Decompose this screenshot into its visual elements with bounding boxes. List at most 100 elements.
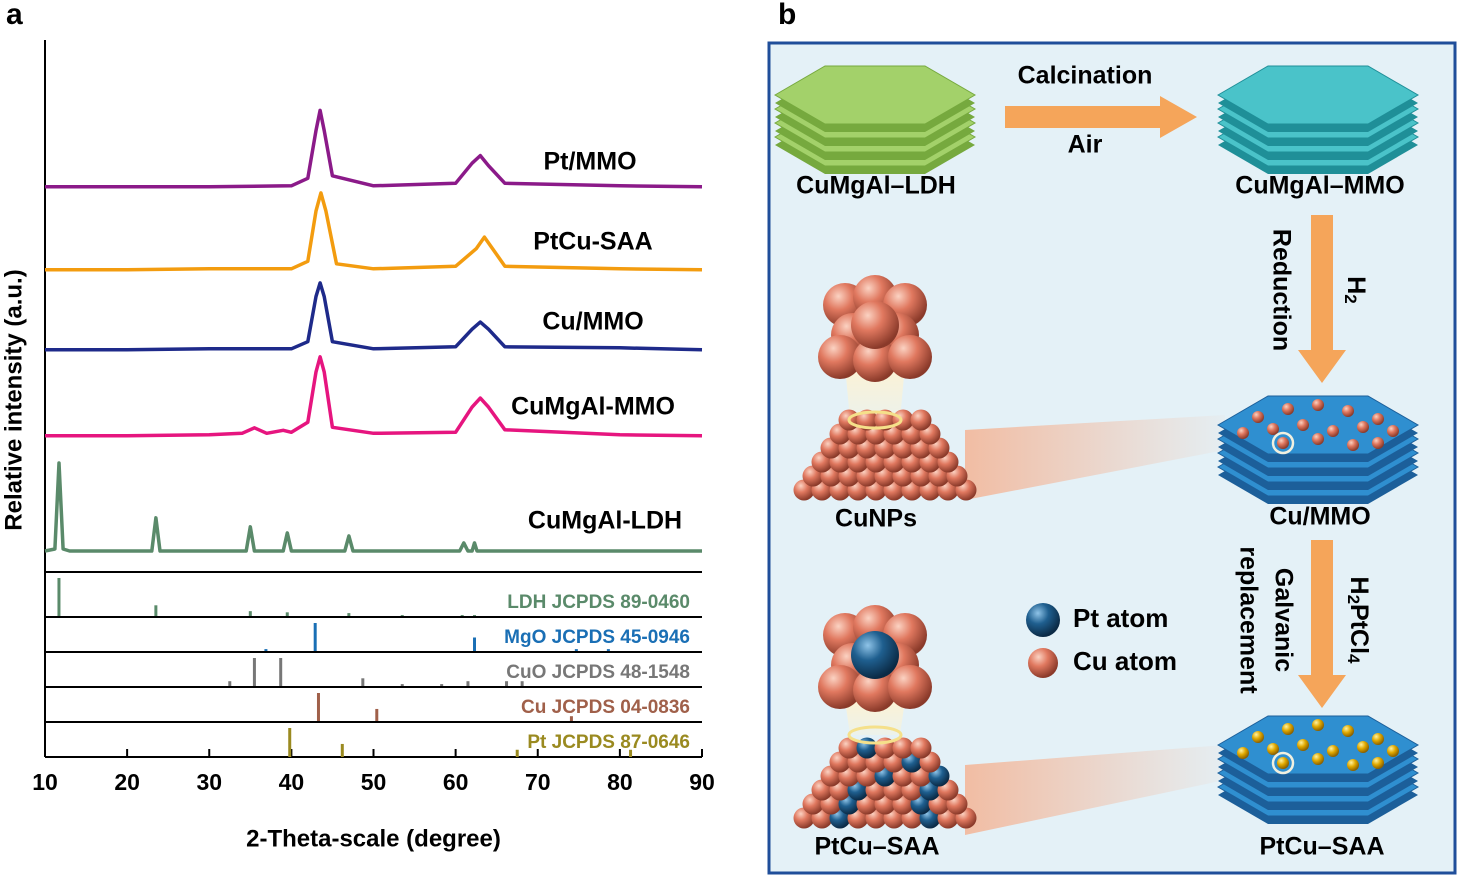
atom bbox=[910, 409, 932, 431]
surface-atom bbox=[1387, 425, 1399, 437]
x-tick-label: 90 bbox=[689, 769, 715, 795]
material-label: CuMgAl–LDH bbox=[796, 172, 956, 200]
material-label: PtCu–SAA bbox=[1259, 833, 1384, 861]
surface-atom bbox=[1327, 745, 1339, 757]
surface-atom bbox=[1347, 759, 1359, 771]
x-tick-label: 30 bbox=[196, 769, 222, 795]
layer-top bbox=[774, 65, 976, 125]
surface-atom bbox=[1342, 725, 1354, 737]
text-part: 4 bbox=[1344, 654, 1363, 664]
legend-label: Pt atom bbox=[1073, 603, 1168, 633]
series-label: Pt/MMO bbox=[543, 148, 636, 176]
surface-atom bbox=[1252, 411, 1264, 423]
surface-atom bbox=[1297, 419, 1309, 431]
series-label: CuMgAl-MMO bbox=[511, 393, 675, 421]
series-label: CuMgAl-LDH bbox=[528, 507, 682, 535]
atom bbox=[853, 338, 897, 382]
series-label: PtCu-SAA bbox=[533, 228, 652, 256]
step-label: H2 bbox=[1341, 276, 1371, 304]
surface-atom bbox=[1252, 731, 1264, 743]
surface-atom bbox=[1312, 433, 1324, 445]
material-label: CuNPs bbox=[835, 505, 917, 533]
material-label: Cu/MMO bbox=[1269, 503, 1370, 531]
surface-atom bbox=[1267, 423, 1279, 435]
surface-atom bbox=[1267, 743, 1279, 755]
surface-atom bbox=[1282, 403, 1294, 415]
layer-top bbox=[1217, 65, 1419, 125]
atom bbox=[851, 631, 899, 679]
surface-atom bbox=[1372, 413, 1384, 425]
surface-atom bbox=[1277, 757, 1289, 769]
surface-atom bbox=[1357, 741, 1369, 753]
surface-atom bbox=[1312, 399, 1324, 411]
x-axis-title: 2-Theta-scale (degree) bbox=[246, 825, 501, 852]
surface-atom bbox=[1237, 427, 1249, 439]
light-cone bbox=[845, 700, 905, 735]
reference-label: CuO JCPDS 48-1548 bbox=[506, 662, 690, 683]
light-beam bbox=[965, 415, 1225, 500]
x-tick-label: 10 bbox=[32, 769, 58, 795]
text-part: H bbox=[1345, 577, 1373, 595]
layer-top bbox=[1217, 395, 1419, 455]
x-tick-label: 20 bbox=[114, 769, 140, 795]
surface-atom bbox=[1372, 437, 1384, 449]
atom bbox=[910, 737, 932, 759]
panel-label: a bbox=[6, 0, 23, 31]
atom bbox=[888, 665, 932, 709]
scheme: Pt atom Cu atom Calcination Air CuMgAl–L… bbox=[767, 41, 1457, 875]
atom bbox=[888, 335, 932, 379]
atom bbox=[851, 301, 899, 349]
surface-atom bbox=[1387, 745, 1399, 757]
xrd-line bbox=[44, 461, 702, 553]
y-axis-title: Relative intensity (a.u.) bbox=[0, 269, 27, 530]
surface-atom bbox=[1327, 425, 1339, 437]
step-label: Calcination bbox=[1018, 62, 1153, 90]
surface-atom bbox=[1372, 733, 1384, 745]
reference-label: Cu JCPDS 04-0836 bbox=[521, 697, 690, 718]
atom bbox=[892, 409, 914, 431]
series-label: Cu/MMO bbox=[542, 308, 643, 336]
atom bbox=[892, 737, 914, 759]
x-tick-label: 70 bbox=[525, 769, 551, 795]
arrow bbox=[1298, 215, 1346, 383]
highlight-ring bbox=[847, 410, 903, 430]
surface-atom bbox=[1277, 437, 1289, 449]
text-part: 2 bbox=[1344, 595, 1363, 604]
xrd-line bbox=[45, 355, 703, 438]
legend-label: Cu atom bbox=[1073, 646, 1177, 676]
xrd-line bbox=[45, 281, 703, 352]
step-label: H2PtCl4 bbox=[1344, 577, 1374, 665]
atom bbox=[818, 335, 862, 379]
text-part: H bbox=[1342, 276, 1370, 294]
surface-atom bbox=[1312, 753, 1324, 765]
surface-atom bbox=[1372, 757, 1384, 769]
x-tick-label: 80 bbox=[607, 769, 633, 795]
light-cone bbox=[845, 365, 905, 420]
surface-atom bbox=[1297, 739, 1309, 751]
xrd-line bbox=[45, 108, 703, 189]
reference-label: MgO JCPDS 45-0946 bbox=[504, 627, 690, 648]
surface-atom bbox=[1342, 405, 1354, 417]
atom bbox=[818, 665, 862, 709]
reference-label: LDH JCPDS 89-0460 bbox=[507, 592, 690, 613]
arrow bbox=[1005, 96, 1197, 138]
highlight-ring bbox=[847, 725, 903, 745]
highlight-ring bbox=[1271, 431, 1295, 455]
legend-icon bbox=[1028, 648, 1058, 678]
material-label: PtCu–SAA bbox=[814, 833, 939, 861]
layer-top bbox=[1217, 715, 1419, 775]
surface-atom bbox=[1237, 747, 1249, 759]
text-part: PtCl bbox=[1345, 604, 1373, 654]
step-label: Galvanic bbox=[1269, 568, 1297, 672]
step-label: Air bbox=[1068, 131, 1103, 159]
atom bbox=[853, 668, 897, 712]
surface-atom bbox=[1282, 723, 1294, 735]
light-beam bbox=[965, 745, 1225, 835]
text-part: 2 bbox=[1341, 294, 1360, 303]
panel-label: b bbox=[778, 0, 796, 31]
step-label: Reduction bbox=[1267, 229, 1295, 351]
surface-atom bbox=[1357, 421, 1369, 433]
x-tick-label: 60 bbox=[443, 769, 469, 795]
xrd-chart: 10 20 30 40 50 60 70 80 90 2-Theta-scale (degree)… bbox=[0, 40, 715, 852]
